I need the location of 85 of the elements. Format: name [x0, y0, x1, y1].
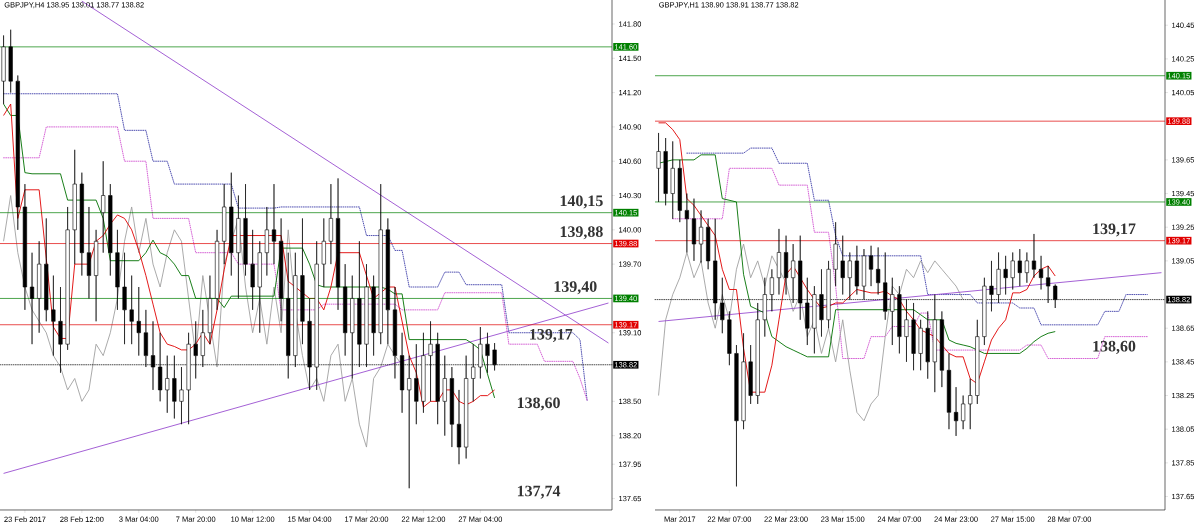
candlestick: [975, 319, 980, 405]
candlestick: [755, 302, 760, 405]
candlestick: [1024, 252, 1029, 284]
annotation: 140,15: [560, 195, 603, 209]
candlestick: [385, 218, 390, 345]
candlestick: [840, 235, 845, 295]
candlestick: [94, 229, 99, 322]
candlestick: [236, 195, 241, 299]
candlestick: [250, 229, 255, 311]
candlestick: [243, 183, 248, 276]
annotation: 137,74: [517, 485, 561, 499]
candlestick: [961, 395, 966, 430]
candlestick: [8, 29, 13, 93]
candlestick: [136, 286, 141, 356]
line-series: [658, 243, 964, 422]
candlestick: [15, 75, 20, 231]
candlestick: [456, 389, 462, 465]
candlestick: [207, 275, 213, 345]
candlestick: [378, 183, 383, 345]
candlestick: [911, 302, 916, 371]
candlestick: [328, 183, 333, 265]
candlestick: [101, 160, 106, 253]
annotation: 139,40: [554, 281, 597, 295]
candlestick: [129, 275, 134, 345]
candlestick: [22, 183, 27, 311]
candlestick: [663, 137, 668, 206]
candlestick: [108, 183, 113, 276]
candlestick: [748, 344, 753, 405]
candlestick: [691, 198, 697, 262]
candlestick: [684, 193, 689, 253]
candlestick: [371, 275, 376, 356]
candlestick: [79, 172, 84, 276]
candlestick: [1017, 248, 1022, 287]
candlestick: [44, 218, 49, 322]
candlestick: [876, 247, 881, 295]
candlestick: [29, 252, 35, 345]
candlestick: [65, 206, 70, 351]
candlestick: [1010, 252, 1015, 290]
candlestick: [1031, 233, 1037, 279]
candlestick: [946, 353, 952, 430]
candlestick: [727, 311, 732, 366]
candlestick: [122, 252, 127, 345]
candlestick: [734, 344, 739, 487]
annotation: 139,88: [560, 226, 603, 240]
annotation: 139,17: [530, 328, 573, 342]
candlestick: [968, 378, 973, 430]
candlestick: [776, 228, 782, 295]
candlestick: [222, 183, 227, 265]
candlestick: [86, 206, 92, 299]
candlestick: [257, 240, 262, 334]
candlestick: [1, 35, 6, 105]
candlestick: [670, 141, 675, 220]
candlestick: [677, 159, 682, 223]
candlestick: [229, 172, 234, 276]
candlestick: [925, 311, 930, 379]
candlestick: [179, 366, 184, 425]
candlestick: [918, 319, 923, 371]
candlestick: [939, 311, 944, 388]
candlestick: [656, 132, 661, 203]
candlestick: [868, 245, 874, 287]
annotation: 138,60: [517, 397, 560, 411]
candlestick: [449, 366, 454, 448]
annotation: 139,17: [1093, 223, 1136, 237]
candlestick: [279, 218, 284, 322]
candlestick: [37, 240, 42, 334]
candlestick: [214, 229, 220, 311]
candlestick: [72, 149, 77, 265]
candlestick: [1038, 255, 1044, 290]
candlestick: [271, 183, 277, 265]
candlestick: [854, 245, 859, 295]
candlestick: [115, 229, 120, 311]
candlestick: [264, 206, 269, 276]
candlestick: [321, 218, 326, 288]
candlestick: [300, 218, 305, 345]
annotation: 138,60: [1093, 340, 1136, 354]
candlestick: [335, 178, 341, 311]
candlestick: [1003, 255, 1008, 295]
candlestick: [783, 235, 789, 295]
candlestick: [698, 210, 704, 263]
candlestick: [343, 263, 348, 356]
candlestick: [706, 218, 711, 270]
candlestick: [741, 332, 746, 430]
candlestick: [833, 221, 838, 287]
candlestick: [953, 386, 959, 437]
candlestick: [51, 275, 56, 356]
